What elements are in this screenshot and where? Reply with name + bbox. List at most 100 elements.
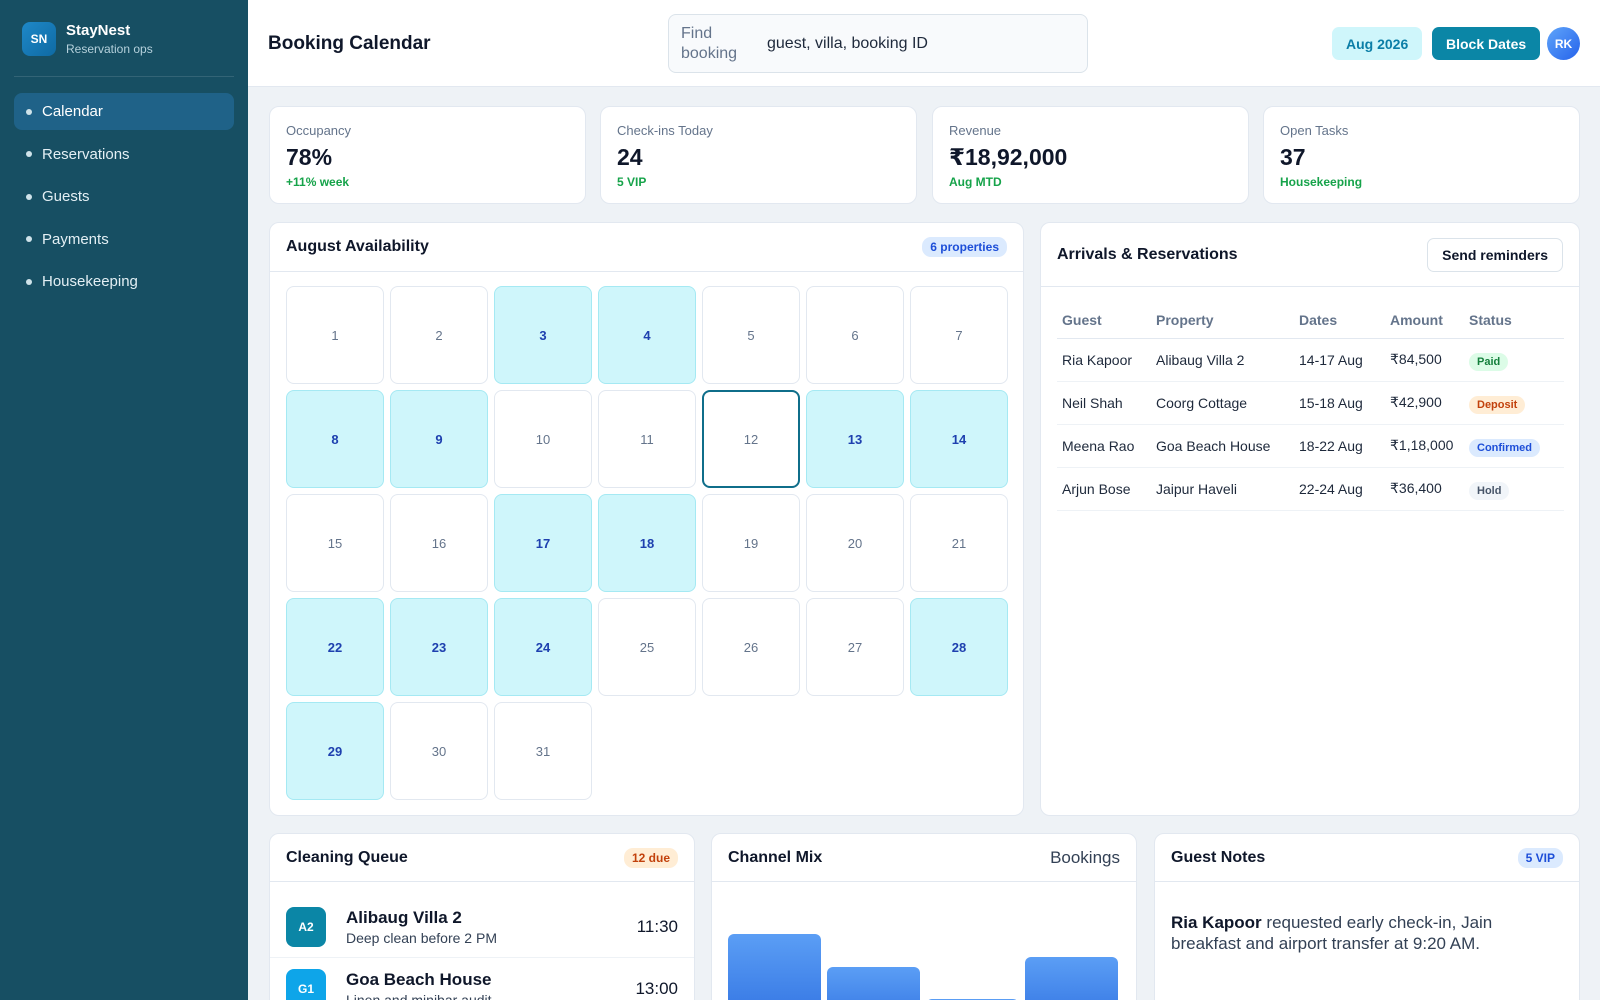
column-header[interactable]: Status (1464, 302, 1564, 339)
sidebar-item-reservations[interactable]: Reservations (14, 136, 234, 173)
calendar-day[interactable]: 11 (598, 390, 696, 488)
calendar-day[interactable]: 19 (702, 494, 800, 592)
calendar-day[interactable]: 31 (494, 702, 592, 800)
calendar-day[interactable]: 28 (910, 598, 1008, 696)
calendar-day[interactable]: 10 (494, 390, 592, 488)
property-code-icon: G1 (286, 968, 326, 1000)
panel-title: August Availability (286, 238, 429, 255)
panel-title: Channel Mix (728, 848, 823, 866)
cell-amount: ₹1,18,000 (1385, 424, 1464, 468)
calendar-day[interactable]: 16 (390, 494, 488, 592)
calendar-day[interactable]: 20 (806, 494, 904, 592)
cell-dates: 22-24 Aug (1294, 467, 1385, 511)
calendar-day[interactable]: 13 (806, 390, 904, 488)
calendar-day[interactable]: 23 (390, 598, 488, 696)
stat-sub: Housekeeping (1280, 175, 1363, 189)
property-code-icon: A2 (286, 906, 326, 947)
panel-title: Guest Notes (1171, 848, 1266, 866)
cell-guest: Neil Shah (1057, 381, 1151, 425)
calendar-day[interactable]: 2 (390, 286, 488, 384)
send-reminders-button[interactable]: Send reminders (1427, 237, 1563, 272)
stat-card-checkins: Check-ins Today 24 5 VIP (600, 106, 917, 204)
column-header[interactable]: Amount (1385, 302, 1464, 339)
brand-logo: SN (22, 22, 56, 56)
stat-label: Occupancy (286, 123, 352, 138)
table-row[interactable]: Ria Kapoor Alibaug Villa 2 14-17 Aug ₹84,50… (1057, 338, 1564, 382)
calendar-day[interactable]: 3 (494, 286, 592, 384)
stat-card-occupancy: Occupancy 78% +11% week (269, 106, 586, 204)
queue-title: Alibaug Villa 2 (346, 907, 462, 927)
queue-subtitle: Deep clean before 2 PM (346, 929, 497, 946)
cell-dates: 14-17 Aug (1294, 338, 1385, 382)
calendar-grid: 1 2 3 4 5 6 7 8 9 10 11 12 13 14 15 16 17 18 19 20 21 22 23 24 2… (286, 286, 1008, 800)
calendar-day[interactable]: 6 (806, 286, 904, 384)
calendar-day[interactable]: 15 (286, 494, 384, 592)
calendar-day[interactable]: 18 (598, 494, 696, 592)
column-header[interactable]: Property (1151, 302, 1294, 339)
panel-title: Arrivals & Reservations (1057, 245, 1238, 263)
cell-dates: 18-22 Aug (1294, 424, 1385, 468)
calendar-day[interactable]: 7 (910, 286, 1008, 384)
reservations-table: Guest Property Dates Amount Status Ria K… (1057, 302, 1564, 511)
chart-bar (728, 934, 821, 1000)
sidebar-nav: Calendar Reservations Guests Payments Ho… (0, 77, 248, 322)
cell-status: Paid (1464, 338, 1564, 382)
brand-subtitle: Reservation ops (66, 42, 153, 56)
dot-icon (26, 278, 32, 285)
sidebar-item-guests[interactable]: Guests (14, 178, 234, 215)
stat-sub: 5 VIP (617, 175, 647, 189)
calendar-day[interactable]: 29 (286, 702, 384, 800)
calendar-day[interactable]: 9 (390, 390, 488, 488)
month-selector[interactable]: Aug 2026 (1332, 27, 1423, 60)
vip-badge: 5 VIP (1517, 847, 1563, 868)
guest-note: Ria Kapoor requested early check-in, Jai… (1155, 882, 1579, 984)
cell-status: Deposit (1464, 381, 1564, 425)
list-item[interactable]: G1 Goa Beach House Linen and minibar aud… (270, 958, 694, 1000)
cell-amount: ₹84,500 (1385, 338, 1464, 382)
list-item[interactable]: A2 Alibaug Villa 2 Deep clean before 2 P… (270, 896, 694, 958)
avatar[interactable]: RK (1547, 27, 1580, 60)
cell-amount: ₹36,400 (1385, 467, 1464, 511)
cell-guest: Ria Kapoor (1057, 338, 1151, 382)
calendar-day[interactable]: 26 (702, 598, 800, 696)
calendar-day[interactable]: 14 (910, 390, 1008, 488)
table-row[interactable]: Neil Shah Coorg Cottage 15-18 Aug ₹42,900 De… (1057, 381, 1564, 425)
calendar-day[interactable]: 12 (702, 390, 800, 488)
column-header[interactable]: Guest (1057, 302, 1151, 339)
sidebar-item-calendar[interactable]: Calendar (14, 93, 234, 130)
calendar-day[interactable]: 21 (910, 494, 1008, 592)
search-input[interactable] (767, 34, 1067, 53)
calendar-day[interactable]: 8 (286, 390, 384, 488)
page-title: Booking Calendar (268, 33, 431, 54)
cell-property: Alibaug Villa 2 (1151, 338, 1294, 382)
brand: SN StayNest Reservation ops (14, 0, 234, 77)
stat-card-revenue: Revenue ₹18,92,000 Aug MTD (932, 106, 1249, 204)
calendar-day[interactable]: 17 (494, 494, 592, 592)
search-box[interactable]: Find booking (668, 14, 1088, 73)
sidebar-item-payments[interactable]: Payments (14, 221, 234, 258)
calendar-day[interactable]: 4 (598, 286, 696, 384)
calendar-day[interactable]: 30 (390, 702, 488, 800)
cell-guest: Meena Rao (1057, 424, 1151, 468)
cell-dates: 15-18 Aug (1294, 381, 1385, 425)
calendar-day[interactable]: 1 (286, 286, 384, 384)
sidebar-item-label: Guests (42, 188, 90, 205)
sidebar-item-housekeeping[interactable]: Housekeeping (14, 263, 234, 300)
calendar-day[interactable]: 27 (806, 598, 904, 696)
calendar-day[interactable]: 25 (598, 598, 696, 696)
table-row[interactable]: Arjun Bose Jaipur Haveli 22-24 Aug ₹36,400 H… (1057, 467, 1564, 511)
dot-icon (26, 236, 32, 242)
stat-value: 37 (1280, 144, 1306, 170)
calendar-day[interactable]: 5 (702, 286, 800, 384)
table-row[interactable]: Meena Rao Goa Beach House 18-22 Aug ₹1,18,0… (1057, 424, 1564, 468)
block-dates-button[interactable]: Block Dates (1432, 27, 1541, 60)
dot-icon (26, 108, 32, 115)
stat-label: Revenue (949, 123, 1002, 138)
sidebar: SN StayNest Reservation ops Calendar Res… (0, 0, 248, 1000)
queue-time: 11:30 (636, 916, 678, 936)
column-header[interactable]: Dates (1294, 302, 1385, 339)
note-text: requested early check-in, Jain breakfast… (1171, 913, 1493, 953)
calendar-day[interactable]: 22 (286, 598, 384, 696)
calendar-day[interactable]: 24 (494, 598, 592, 696)
